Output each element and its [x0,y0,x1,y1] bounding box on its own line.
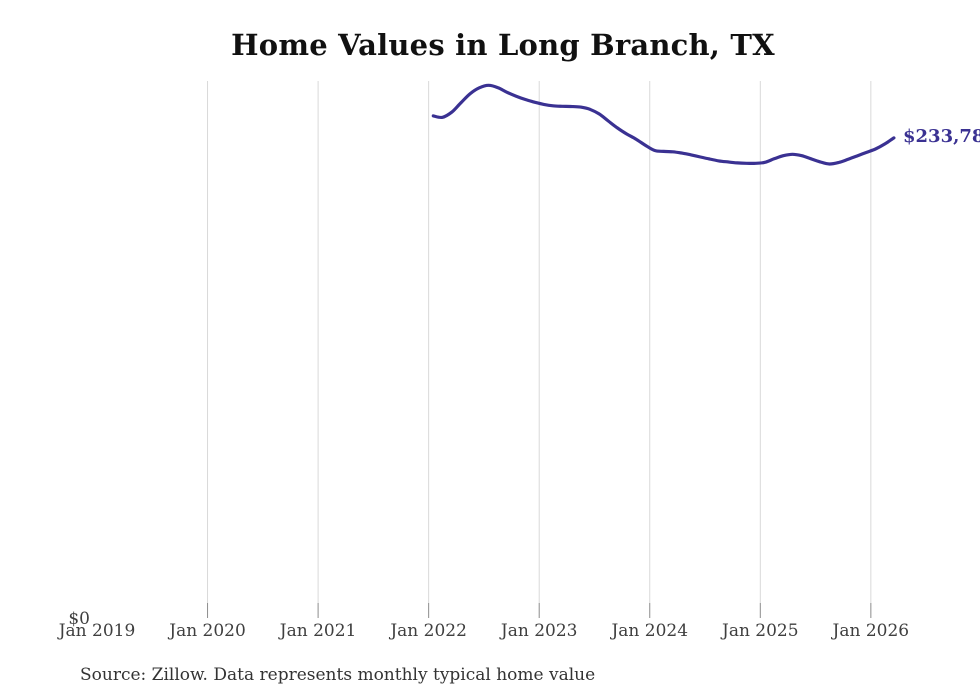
last-value-label: $233,781 [903,126,980,147]
chart-title: Home Values in Long Branch, TX [231,28,775,62]
y-axis-zero-label: $0 [68,609,90,629]
axis-ticks-group [207,603,872,618]
x-tick-label: Jan 2025 [722,621,799,641]
x-tick-label: Jan 2020 [169,621,246,641]
x-tick-label: Jan 2022 [390,621,467,641]
x-tick-label: Jan 2023 [500,621,578,641]
x-tick-label: Jan 2019 [58,621,136,641]
x-tick-label: Jan 2021 [279,621,357,641]
x-tick-label: Jan 2024 [611,621,689,641]
home-value-line [431,83,896,166]
source-note: Source: Zillow. Data represents monthly … [80,665,596,685]
x-tick-label: Jan 2026 [832,621,910,641]
gridlines-group [207,81,872,603]
